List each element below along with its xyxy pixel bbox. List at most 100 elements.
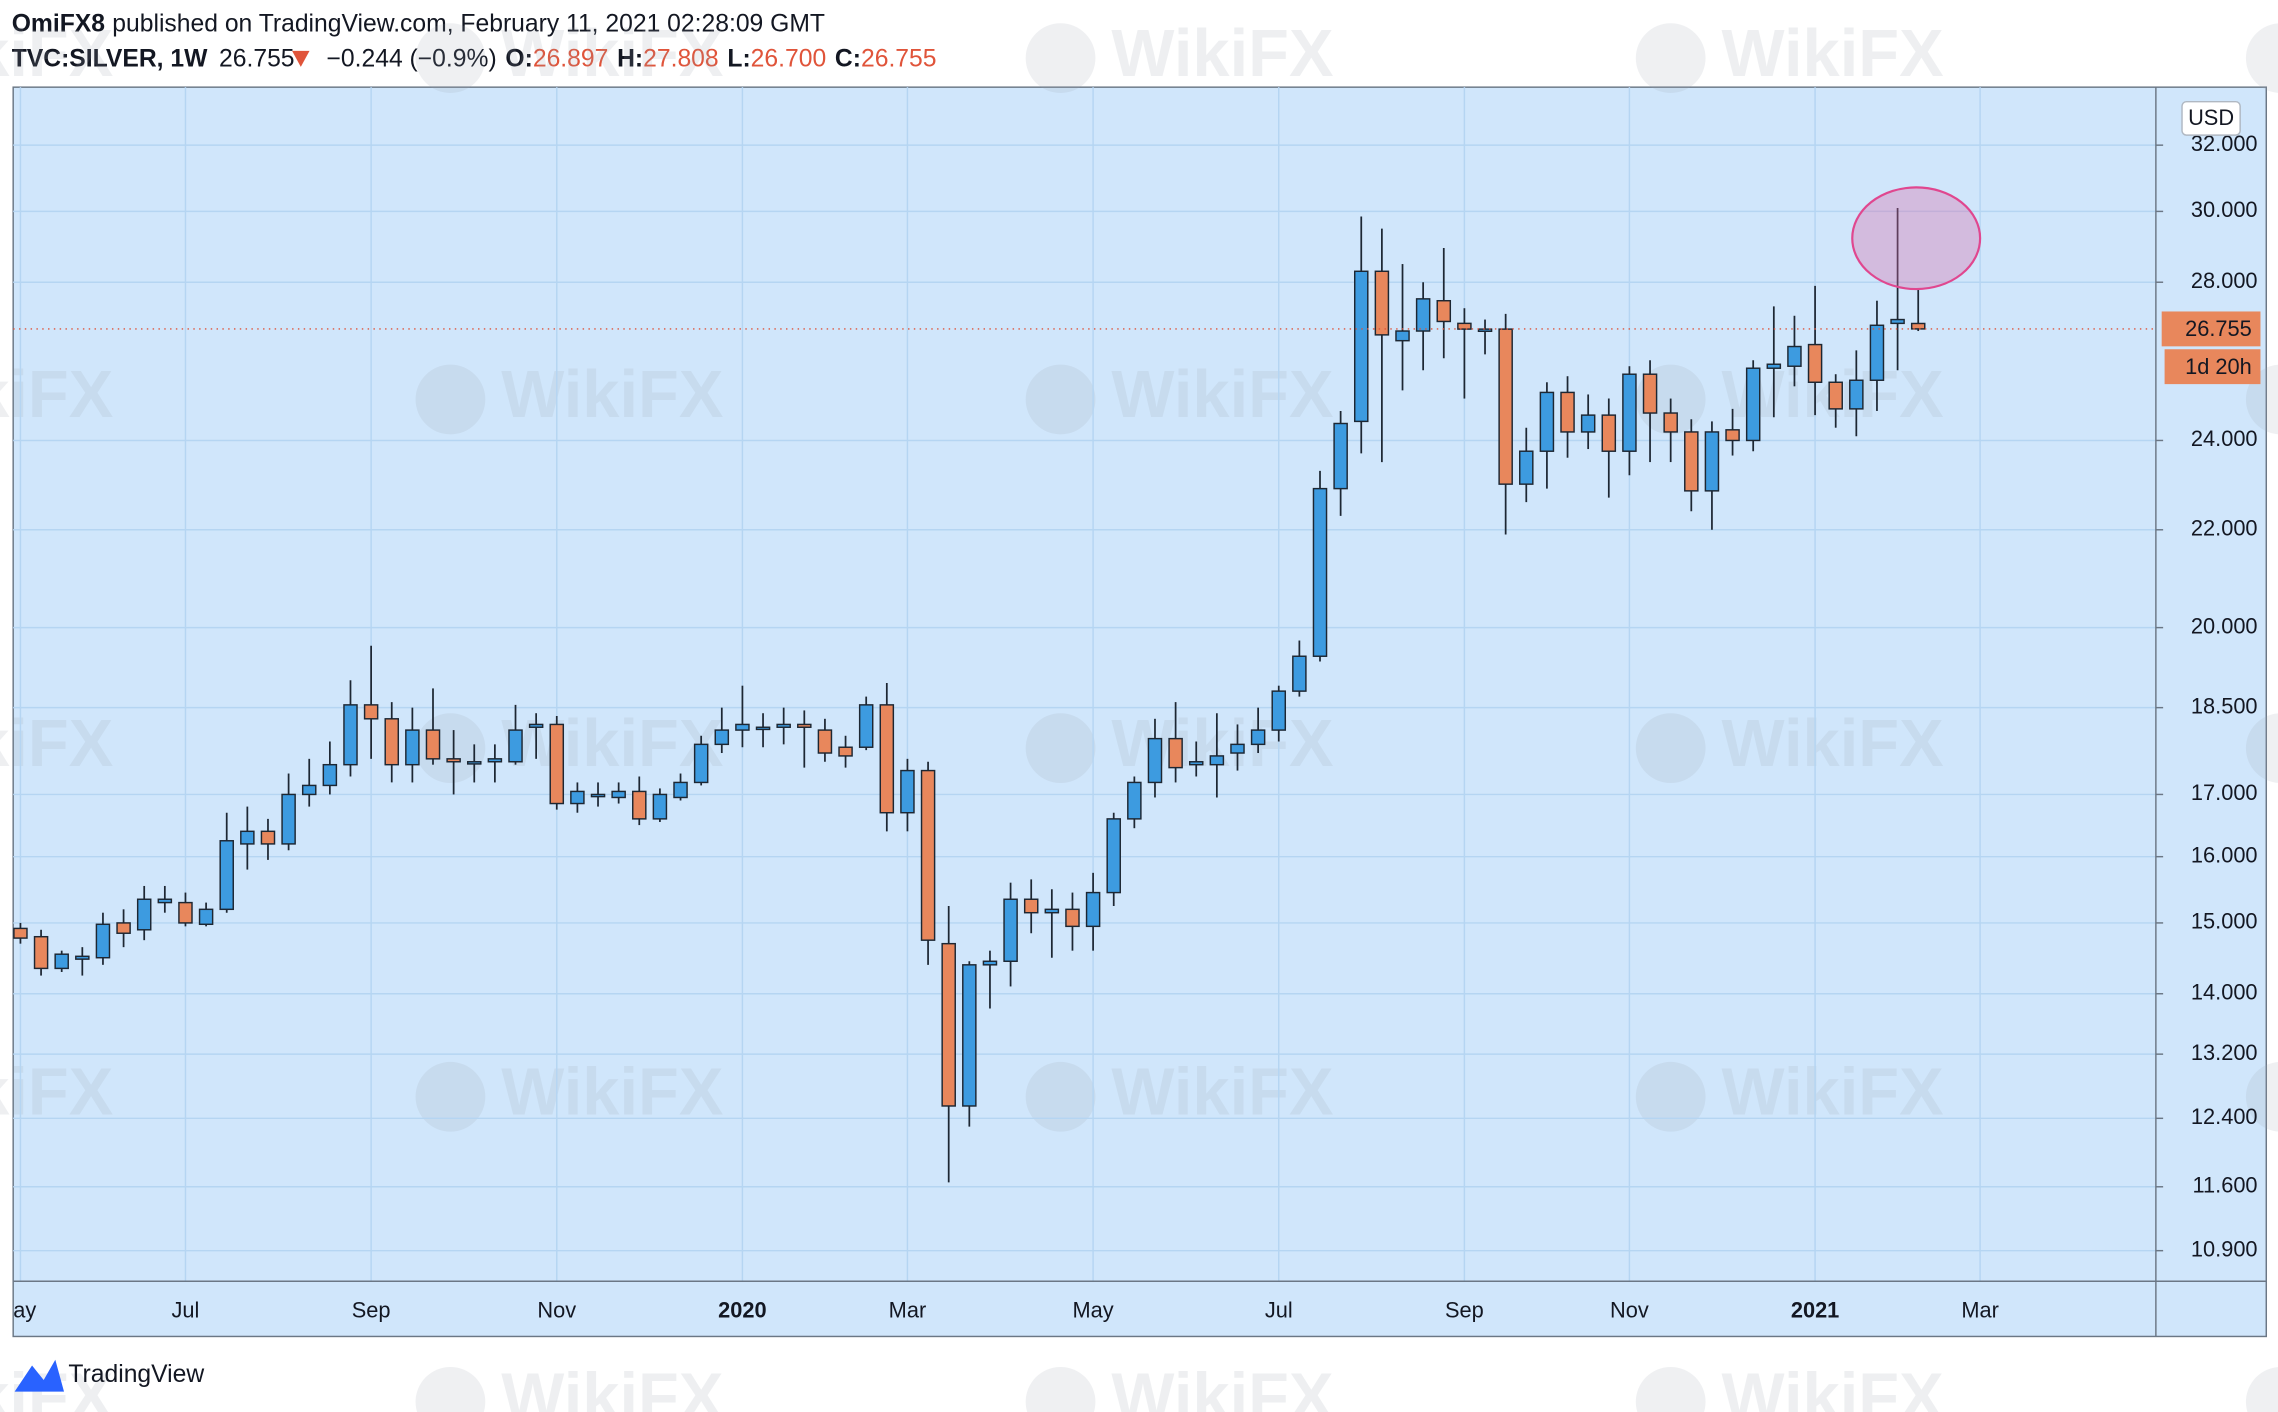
watermark: WikiFX [1111, 1360, 1333, 1412]
y-tick-label: 28.000 [2191, 268, 2258, 293]
candle-body [425, 729, 441, 760]
candle-body [1745, 367, 1761, 442]
x-tick-label: Mar [1961, 1298, 1999, 1323]
x-tick-label: May [1073, 1298, 1114, 1323]
candle-body [1828, 381, 1843, 410]
candle-body [1395, 330, 1410, 342]
y-tick-label: 12.400 [2191, 1104, 2258, 1129]
candle-body [487, 758, 503, 763]
candle-body [1023, 898, 1039, 914]
last-price: 26.755 [219, 45, 295, 72]
watermarks: WikiFX WikiFX WikiFX WikiFX WikiFX WikiFX Wiki… [0, 17, 2278, 1412]
author: OmiFX8 [12, 10, 105, 37]
candle-body [1147, 737, 1163, 784]
header-line-2: TVC:SILVER, 1W 26.755 −0.244 (−0.9%) O:26.8… [12, 45, 937, 72]
currency-box [2181, 100, 2241, 136]
candle-body [1910, 322, 1926, 330]
candle-body [178, 901, 193, 924]
candle-body [900, 769, 915, 814]
candle-body [714, 729, 730, 746]
y-tick-label: 24.000 [2191, 426, 2258, 451]
candle-body [1787, 345, 1802, 367]
candle-body [590, 793, 606, 798]
x-tick-label: Jul [172, 1298, 200, 1323]
high-value: 27.808 [643, 45, 719, 72]
candle-body [116, 922, 131, 934]
candle-body [879, 704, 895, 814]
candle-body [1127, 781, 1142, 820]
candle-body [611, 790, 626, 799]
change: −0.244 (−0.9%) [327, 45, 497, 72]
candle-body [1374, 270, 1390, 336]
candle-body [1415, 298, 1431, 332]
candle-body [1353, 270, 1369, 423]
brand: TradingView [68, 1361, 204, 1388]
candle-body [1684, 431, 1699, 492]
candle-body [570, 790, 585, 805]
watermark-logo [1635, 1061, 1706, 1132]
candle-body [817, 729, 833, 754]
close-value: 26.755 [861, 45, 937, 72]
candle-body [219, 840, 234, 911]
candle-body [405, 729, 420, 766]
candle-body [1044, 908, 1060, 914]
candle-body [549, 723, 565, 805]
watermark: WikiFX [0, 358, 113, 432]
low-value: 26.700 [751, 45, 827, 72]
candle-body [838, 746, 853, 757]
candle-body [54, 953, 69, 970]
candle-body [632, 790, 647, 820]
candle-body [1849, 379, 1864, 410]
candle-body [1085, 891, 1101, 928]
candle-body [13, 927, 28, 939]
candle-body [1890, 318, 1905, 325]
watermark: WikiFX [1722, 1360, 1944, 1412]
watermark-logo [1025, 713, 1096, 783]
x-tick-label: Mar [889, 1298, 927, 1323]
watermark-logo [2245, 713, 2278, 783]
candle-body [1106, 818, 1121, 894]
watermark: WikiFX [501, 358, 723, 432]
candle-body [446, 758, 461, 763]
candle-body [920, 769, 936, 941]
price-tag [2161, 311, 2261, 347]
watermark-logo [1635, 1366, 1706, 1412]
close-label: C: [835, 45, 861, 72]
y-tick-label: 22.000 [2191, 516, 2258, 541]
candle-body [1168, 737, 1183, 769]
logo-shape [14, 1359, 65, 1392]
watermark-logo [415, 23, 486, 93]
candle-body [281, 793, 296, 845]
candle-body [384, 718, 400, 766]
plot-layer: WikiFX WikiFX WikiFX WikiFX WikiFX WikiFX Wiki… [0, 17, 2278, 1412]
published: published on TradingView.com, February 1… [112, 10, 825, 37]
candle-body [260, 830, 276, 845]
candle-body [1539, 391, 1555, 452]
watermark: WikiFX [1111, 1055, 1333, 1129]
watermark: WikiFX [0, 17, 113, 91]
x-tick-label: 2020 [718, 1298, 766, 1323]
header-line-1: OmiFX8 published on TradingView.com, Febr… [12, 10, 825, 37]
x-tick-label: Sep [1445, 1298, 1484, 1323]
candle-body [673, 781, 688, 799]
candle-body [1003, 898, 1018, 962]
candle-body [322, 763, 338, 787]
candle-body [240, 830, 255, 845]
candle-body [1642, 373, 1658, 414]
candle-body [75, 955, 90, 960]
watermark-logo [415, 1366, 486, 1412]
watermark: WikiFX [0, 707, 113, 781]
watermark-logo [1635, 23, 1706, 93]
y-tick-label: 20.000 [2191, 613, 2258, 638]
y-tick-label: 11.600 [2193, 1173, 2258, 1198]
highlight-ellipse [1851, 186, 1982, 291]
candle-body [1519, 450, 1534, 485]
countdown-tag [2164, 349, 2261, 385]
candle-body [363, 704, 379, 720]
candle-body [797, 723, 812, 728]
watermark: WikiFX [501, 1055, 723, 1129]
price-tag-label: 26.755 [2185, 316, 2252, 341]
candle-body [962, 964, 977, 1107]
x-tick-label: Sep [352, 1298, 391, 1323]
